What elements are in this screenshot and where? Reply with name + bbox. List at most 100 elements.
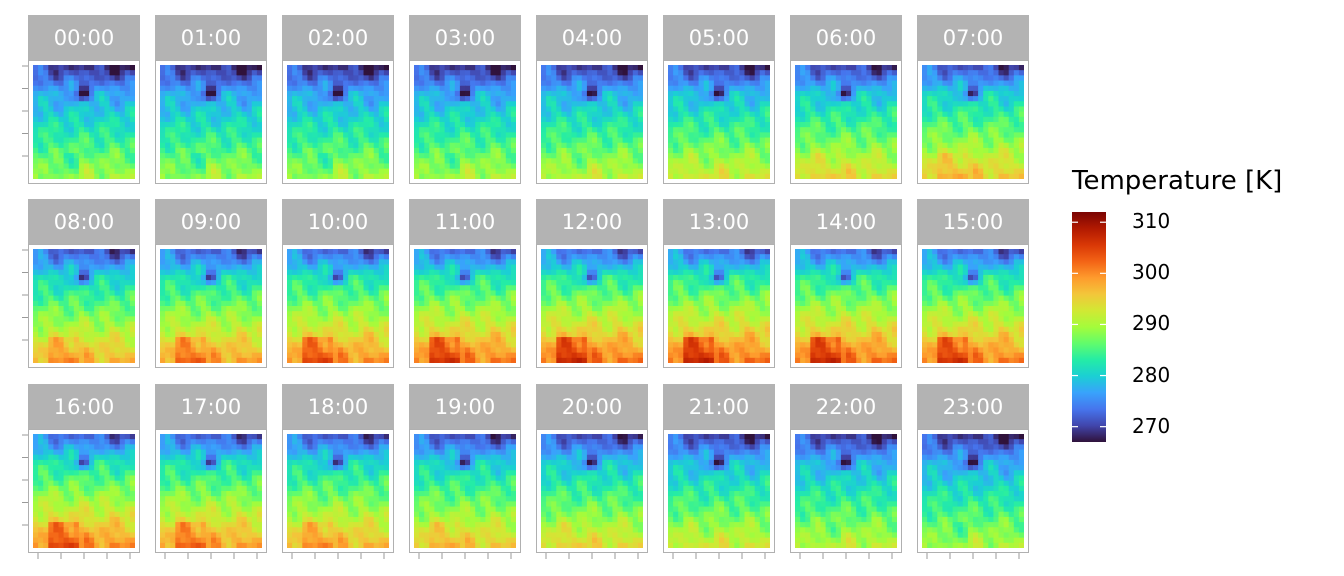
raster-cell <box>84 342 90 349</box>
raster-cell <box>962 153 969 159</box>
raster-cell <box>414 96 420 102</box>
raster-cell <box>332 311 339 317</box>
raster-cell <box>861 116 867 123</box>
raster-cell <box>211 147 217 154</box>
raster-cell <box>287 254 293 260</box>
raster-cell <box>216 127 222 133</box>
raster-cell <box>48 274 54 281</box>
raster-cell <box>38 264 44 271</box>
raster-cell <box>251 142 258 149</box>
raster-cell <box>307 75 314 82</box>
raster-cell <box>1008 142 1015 149</box>
raster-cell <box>322 254 329 260</box>
raster-cell <box>373 127 380 133</box>
raster-cell <box>820 173 827 179</box>
raster-cell <box>825 90 832 97</box>
raster-cell <box>744 111 751 118</box>
raster-cell <box>957 80 964 87</box>
raster-cell <box>713 122 720 128</box>
raster-cell <box>221 122 227 128</box>
raster-cell <box>53 337 60 343</box>
raster-cell <box>256 147 262 154</box>
raster-cell <box>307 122 314 128</box>
raster-cell <box>48 316 54 323</box>
raster-cell <box>124 259 131 266</box>
raster-cell <box>962 116 969 123</box>
raster-cell <box>683 85 689 92</box>
raster-cell <box>327 132 334 139</box>
raster-cell <box>459 80 466 87</box>
raster-cell <box>495 142 502 149</box>
raster-cell <box>343 254 349 260</box>
raster-cell <box>109 101 116 108</box>
raster-cell <box>703 85 710 92</box>
raster-cell <box>236 306 243 312</box>
raster-cell <box>724 96 730 102</box>
raster-cell <box>256 300 262 307</box>
raster-cell <box>632 90 639 97</box>
raster-cell <box>251 347 258 354</box>
raster-cell <box>922 80 928 87</box>
raster-cell <box>317 249 324 255</box>
raster-cell <box>307 280 314 286</box>
raster-cell <box>825 127 832 133</box>
raster-cell <box>114 132 121 139</box>
raster-cell <box>327 70 334 76</box>
raster-cell <box>861 96 867 102</box>
raster-cell <box>205 153 212 159</box>
raster-cell <box>922 65 928 71</box>
raster-cell <box>312 259 319 266</box>
raster-cell <box>429 111 435 118</box>
raster-cell <box>33 274 39 281</box>
raster-cell <box>38 285 44 292</box>
raster-cell <box>241 106 248 113</box>
raster-cell <box>957 70 964 76</box>
raster-cell <box>1013 80 1020 87</box>
raster-cell <box>810 65 816 71</box>
raster-cell <box>480 101 486 108</box>
raster-cell <box>739 168 746 175</box>
raster-cell <box>795 75 801 82</box>
raster-cell <box>129 85 135 92</box>
raster-cell <box>602 132 608 139</box>
raster-cell <box>495 168 502 175</box>
raster-cell <box>343 163 349 170</box>
raster-cell <box>576 80 583 87</box>
raster-cell <box>53 274 60 281</box>
raster-cell <box>998 153 1005 159</box>
raster-cell <box>160 342 166 349</box>
raster-cell <box>871 96 878 102</box>
raster-cell <box>998 147 1005 154</box>
raster-cell <box>297 173 303 179</box>
raster-cell <box>602 153 608 159</box>
raster-cell <box>551 101 557 108</box>
raster-cell <box>871 158 878 165</box>
raster-cell <box>424 70 430 76</box>
raster-cell <box>744 106 751 113</box>
raster-cell <box>952 90 959 97</box>
raster-cell <box>63 153 70 159</box>
raster-cell <box>99 153 105 159</box>
raster-cell <box>129 147 135 154</box>
raster-cell <box>332 337 339 343</box>
raster-cell <box>353 274 359 281</box>
raster-cell <box>815 90 822 97</box>
raster-cell <box>104 80 111 87</box>
raster-cell <box>998 101 1005 108</box>
raster-cell <box>810 168 816 175</box>
raster-cell <box>78 342 85 349</box>
raster-cell <box>211 357 217 363</box>
raster-cell <box>216 337 222 343</box>
raster-cell <box>713 106 720 113</box>
raster-cell <box>165 65 171 71</box>
raster-cell <box>546 147 552 154</box>
raster-cell <box>754 90 761 97</box>
raster-cell <box>89 316 95 323</box>
raster-cell <box>200 280 207 286</box>
raster-cell <box>63 147 70 154</box>
raster-cell <box>302 96 308 102</box>
raster-cell <box>830 132 837 139</box>
raster-cell <box>586 111 593 118</box>
raster-cell <box>922 147 928 154</box>
raster-cell <box>551 163 557 170</box>
